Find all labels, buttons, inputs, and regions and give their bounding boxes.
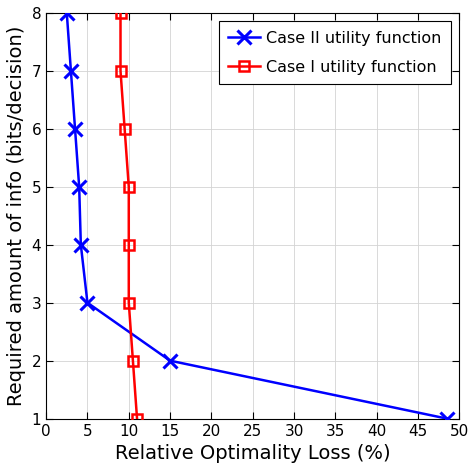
Case II utility function — [78, 242, 84, 248]
Case II utility function — [167, 358, 173, 363]
Case II utility function — [76, 184, 82, 189]
Legend: Case II utility function, Case I utility function: Case II utility function, Case I utility… — [218, 21, 451, 85]
Y-axis label: Required amount of info (bits/decision): Required amount of info (bits/decision) — [7, 25, 26, 406]
Case I utility function — [134, 416, 140, 422]
Case I utility function — [126, 300, 132, 306]
Case II utility function — [64, 10, 69, 16]
Case I utility function — [122, 126, 128, 132]
Case I utility function — [126, 184, 132, 189]
Case II utility function — [444, 416, 450, 422]
Case I utility function — [130, 358, 136, 363]
X-axis label: Relative Optimality Loss (%): Relative Optimality Loss (%) — [115, 444, 391, 463]
Case I utility function — [126, 242, 132, 248]
Case I utility function — [118, 68, 123, 74]
Case II utility function — [68, 68, 74, 74]
Line: Case I utility function: Case I utility function — [116, 8, 142, 423]
Case II utility function — [72, 126, 78, 132]
Line: Case II utility function: Case II utility function — [60, 6, 454, 425]
Case II utility function — [85, 300, 90, 306]
Case I utility function — [118, 10, 123, 16]
